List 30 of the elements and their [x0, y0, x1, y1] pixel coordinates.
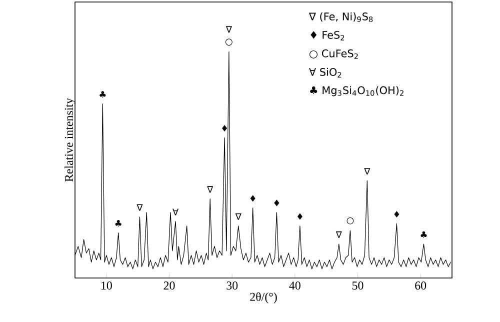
annotation: ○ CuFeS$_{2}$ [310, 49, 358, 59]
text: ∇ (Fe, Ni)$_{9}$S$_{8}$ [308, 12, 373, 22]
x-tick-label: 50 [352, 282, 364, 290]
annotation: ♦ [222, 125, 228, 132]
x-tick-label: 10 [101, 282, 112, 290]
annotation: ∇ [207, 186, 214, 193]
annotation: ♣ [420, 231, 427, 238]
x-tick-label: 60 [415, 282, 426, 290]
x-axis-title: 2θ/(°) [250, 292, 277, 304]
annotation: ∇ [364, 168, 370, 175]
annotation: ♦ [250, 195, 256, 202]
annotation: ♦ [394, 210, 400, 218]
annotation: ∇ [226, 26, 232, 33]
x-tick-label: 40 [289, 282, 300, 290]
x-tick-label: 20 [164, 282, 175, 290]
annotation: ∀ SiO$_{2}$ [309, 68, 342, 78]
annotation: ♣ Mg$_{3}$Si$_{4}$O$_{10}$(OH)$_{2}$ [310, 86, 404, 96]
y-axis-title: Relative intensity [64, 98, 76, 182]
annotation: ○ [226, 38, 232, 46]
annotation: ♦ [297, 213, 302, 220]
annotation: ∀ [172, 208, 179, 216]
annotation: ∇ [336, 231, 342, 238]
annotation: ∇ [136, 204, 143, 211]
annotation: ♣ [115, 220, 122, 227]
annotation: ○ [346, 217, 354, 224]
annotation: ♣ [100, 91, 106, 98]
annotation: ♦ [274, 200, 280, 206]
text: ♦ FeS$_{2}$ [310, 30, 344, 40]
x-tick-label: 30 [226, 282, 238, 290]
annotation: ∇ [235, 213, 242, 220]
